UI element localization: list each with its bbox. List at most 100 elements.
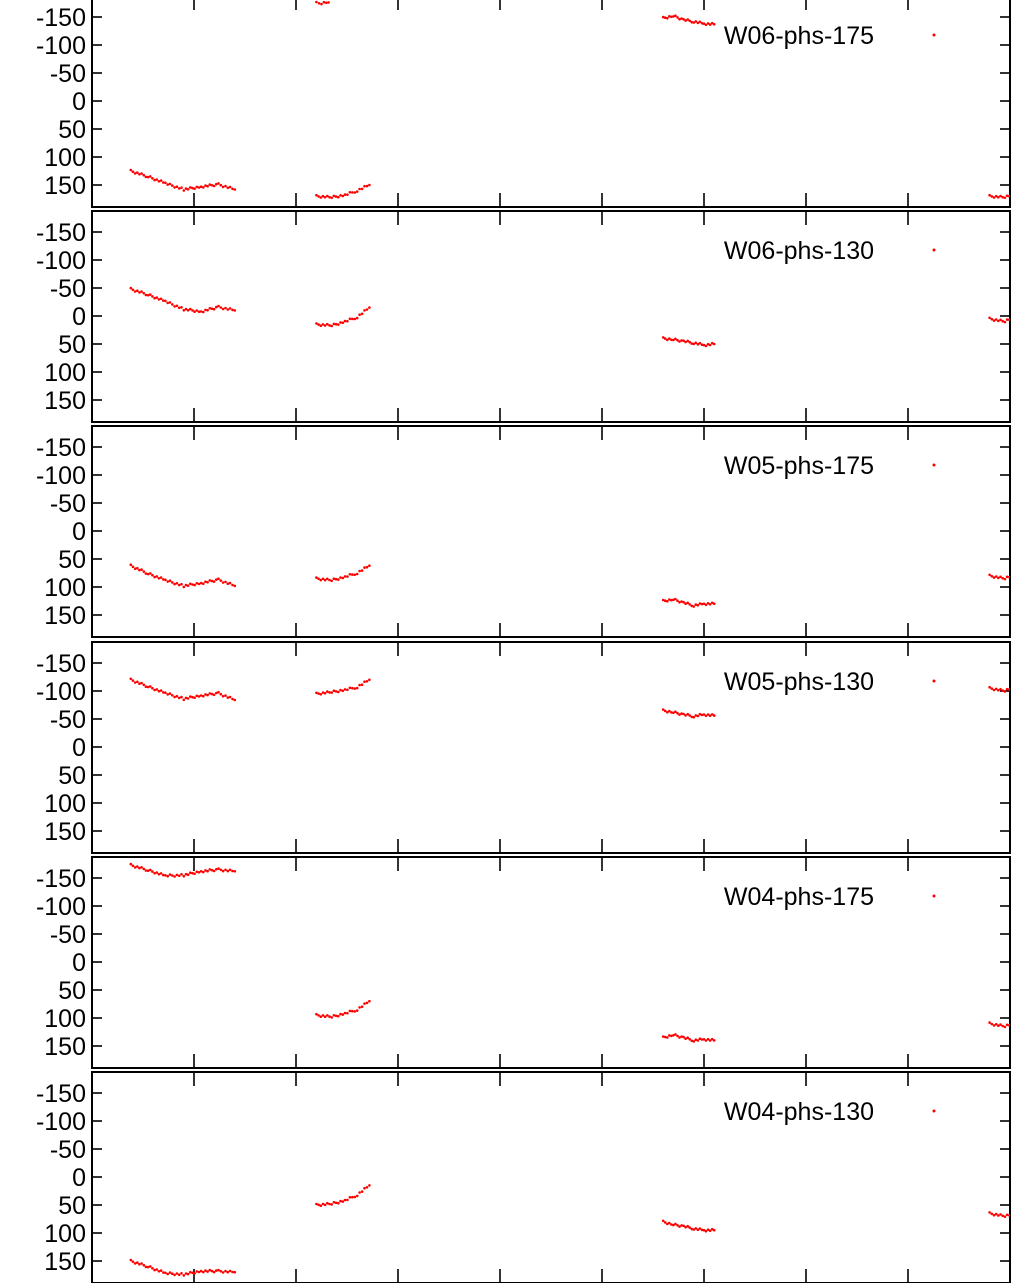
data-point bbox=[323, 578, 327, 582]
data-point bbox=[175, 304, 179, 308]
data-point bbox=[706, 713, 710, 716]
data-point bbox=[688, 340, 691, 344]
data-point bbox=[140, 290, 143, 293]
data-point bbox=[710, 1227, 714, 1231]
data-point bbox=[990, 1022, 994, 1026]
data-point bbox=[348, 317, 352, 321]
data-point bbox=[334, 690, 338, 693]
data-point bbox=[330, 1016, 334, 1019]
data-point bbox=[1005, 687, 1009, 691]
data-point bbox=[1001, 319, 1004, 323]
data-point bbox=[140, 681, 143, 685]
data-point bbox=[219, 1269, 223, 1273]
data-point bbox=[166, 301, 169, 305]
data-point bbox=[326, 577, 329, 581]
data-point bbox=[171, 581, 174, 584]
data-point bbox=[346, 319, 349, 323]
data-point bbox=[672, 338, 675, 342]
data-point bbox=[326, 194, 329, 198]
data-point bbox=[231, 697, 234, 701]
data-point bbox=[706, 1037, 710, 1041]
legend-marker bbox=[932, 679, 936, 683]
data-point bbox=[149, 868, 152, 872]
data-point bbox=[690, 342, 694, 345]
data-point bbox=[684, 19, 687, 22]
data-point bbox=[704, 1229, 708, 1233]
data-point bbox=[696, 1039, 700, 1042]
y-tick-label: -100 bbox=[36, 893, 86, 921]
data-point bbox=[997, 319, 1000, 323]
y-tick-label: -100 bbox=[36, 247, 86, 275]
data-point bbox=[682, 1224, 685, 1228]
data-point bbox=[317, 2, 321, 5]
data-point bbox=[131, 565, 135, 568]
data-point bbox=[180, 1272, 183, 1275]
data-point bbox=[696, 343, 700, 346]
data-point bbox=[233, 309, 237, 312]
data-point bbox=[197, 871, 201, 874]
data-point bbox=[702, 1228, 706, 1232]
data-point bbox=[332, 1201, 336, 1204]
data-point bbox=[144, 572, 148, 575]
data-point bbox=[208, 579, 212, 582]
data-point bbox=[339, 1012, 342, 1016]
data-point bbox=[708, 1039, 712, 1042]
data-point bbox=[663, 337, 667, 340]
data-point bbox=[202, 1270, 205, 1274]
data-point bbox=[221, 694, 225, 698]
y-tick-label: 0 bbox=[72, 949, 86, 977]
data-point bbox=[360, 187, 364, 191]
data-point bbox=[129, 862, 133, 866]
data-point bbox=[177, 583, 181, 587]
data-point bbox=[339, 1199, 342, 1203]
data-point bbox=[186, 873, 190, 876]
data-point bbox=[129, 677, 133, 681]
data-point bbox=[999, 1213, 1002, 1216]
data-point bbox=[341, 194, 345, 198]
data-point bbox=[177, 306, 181, 310]
data-point bbox=[155, 178, 159, 181]
data-point bbox=[688, 19, 691, 23]
data-point bbox=[1001, 1024, 1004, 1028]
data-point bbox=[138, 866, 141, 870]
data-point bbox=[204, 184, 207, 187]
data-point bbox=[360, 569, 364, 572]
data-point bbox=[348, 573, 352, 576]
data-point bbox=[197, 186, 201, 189]
y-tick-label: -50 bbox=[50, 1136, 86, 1164]
y-tick-label: -50 bbox=[50, 275, 86, 303]
data-point bbox=[1001, 689, 1004, 692]
data-point bbox=[323, 1203, 327, 1207]
data-point bbox=[346, 1198, 349, 1202]
data-point bbox=[217, 182, 220, 185]
data-point bbox=[325, 1, 328, 5]
data-point bbox=[157, 180, 161, 183]
data-point bbox=[988, 1211, 991, 1214]
y-tick-label: -150 bbox=[36, 865, 86, 893]
data-point bbox=[690, 715, 694, 719]
data-point bbox=[997, 1024, 1000, 1027]
data-point bbox=[149, 572, 152, 575]
y-tick-label: 150 bbox=[44, 172, 86, 200]
data-point bbox=[151, 686, 154, 690]
data-point bbox=[138, 682, 141, 685]
data-point bbox=[219, 579, 223, 582]
data-point bbox=[193, 187, 196, 190]
data-point bbox=[1003, 1025, 1007, 1029]
data-point bbox=[1003, 196, 1007, 200]
data-point bbox=[355, 1009, 359, 1012]
data-point bbox=[994, 575, 998, 578]
data-point bbox=[155, 1268, 159, 1271]
data-point bbox=[186, 188, 190, 191]
data-point bbox=[204, 869, 207, 872]
data-point bbox=[330, 324, 334, 328]
data-point bbox=[326, 322, 329, 326]
data-point bbox=[990, 687, 994, 690]
y-tick-label: 100 bbox=[44, 359, 86, 387]
data-point bbox=[365, 308, 369, 311]
data-point bbox=[175, 185, 179, 188]
data-point bbox=[208, 1268, 212, 1272]
data-point bbox=[702, 343, 706, 347]
data-point bbox=[353, 317, 357, 321]
